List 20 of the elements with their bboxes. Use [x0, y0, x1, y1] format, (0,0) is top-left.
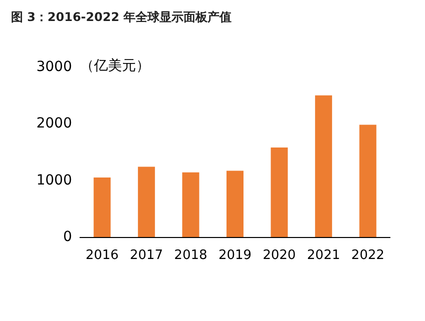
x-tick-label: 2021: [307, 248, 340, 263]
bar: [138, 166, 155, 237]
y-tick-label: 1000: [36, 172, 72, 188]
y-tick-label: 2000: [36, 116, 72, 132]
bar: [270, 147, 288, 237]
x-tick-label: 2019: [218, 248, 252, 263]
x-tick-label: 2017: [130, 248, 163, 263]
y-tick-label: 0: [63, 229, 72, 245]
chart-title: 图 3：2016-2022 年全球显示面板产值: [11, 10, 232, 24]
x-tick-label: 2022: [351, 248, 384, 263]
x-tick-label: 2018: [174, 248, 208, 263]
bar: [359, 124, 376, 237]
x-tick-label: 2020: [262, 248, 296, 263]
bar: [182, 172, 200, 237]
y-axis-title: （亿美元）: [80, 58, 150, 74]
bar: [94, 178, 111, 237]
x-tick-label: 2016: [86, 248, 119, 263]
bar: [226, 170, 244, 237]
bar: [315, 95, 332, 237]
y-tick-label: 3000: [36, 59, 72, 75]
